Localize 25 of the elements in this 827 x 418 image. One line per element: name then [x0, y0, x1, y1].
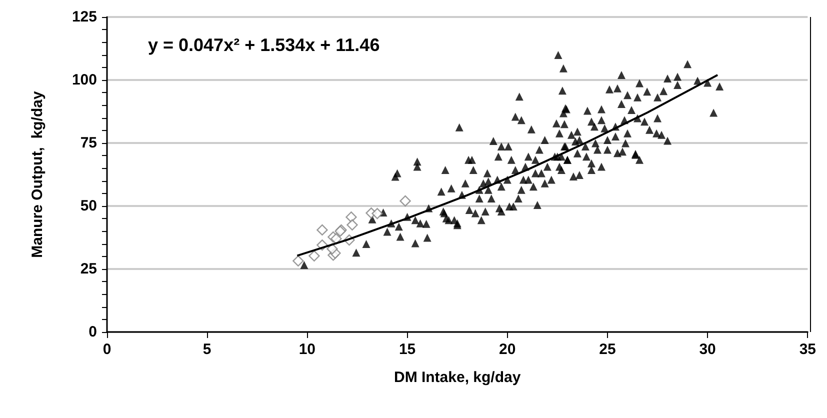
point — [346, 219, 358, 230]
point — [372, 208, 383, 220]
point — [316, 224, 328, 236]
y-tick-label: 25 — [80, 260, 97, 278]
point — [330, 233, 342, 244]
y-tick-label: 50 — [80, 198, 97, 214]
x-tick-label: 5 — [202, 341, 212, 358]
x-tick-label: 20 — [499, 341, 516, 358]
y-tick-label: 75 — [80, 134, 97, 152]
x-tick-label: 10 — [298, 341, 316, 358]
x-tick-label: 15 — [398, 341, 416, 358]
x-axis-title: DM Intake, kg/day — [394, 369, 522, 386]
point — [346, 211, 357, 223]
y-tick-label: 0 — [88, 324, 97, 340]
x-tick-label: 0 — [102, 341, 112, 358]
x-tick-label: 30 — [699, 341, 716, 358]
x-tick-label: 35 — [799, 341, 816, 358]
annotation: y = 0.047x² + 1.534x + 11.46 — [148, 35, 380, 55]
point — [308, 250, 320, 262]
point — [400, 195, 411, 207]
y-tick-label: 125 — [72, 8, 97, 26]
y-axis-title: Manure Output, kg/day — [29, 90, 46, 258]
y-tick-label: 100 — [72, 72, 97, 88]
x-tick-label: 25 — [599, 341, 616, 358]
point — [292, 255, 304, 267]
